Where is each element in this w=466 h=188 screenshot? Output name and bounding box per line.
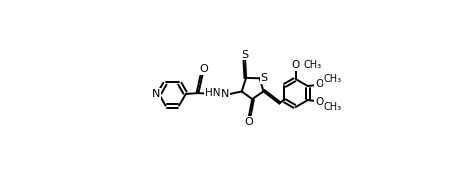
Text: O: O bbox=[292, 60, 300, 70]
Text: N: N bbox=[220, 89, 229, 99]
Text: O: O bbox=[199, 64, 208, 74]
Text: O: O bbox=[315, 97, 323, 107]
Text: O: O bbox=[315, 79, 323, 89]
Text: S: S bbox=[260, 73, 267, 83]
Text: CH₃: CH₃ bbox=[324, 74, 342, 84]
Text: CH₃: CH₃ bbox=[303, 60, 322, 70]
Text: S: S bbox=[242, 50, 249, 60]
Text: O: O bbox=[245, 117, 253, 127]
Text: HN: HN bbox=[205, 88, 220, 98]
Text: N: N bbox=[152, 89, 160, 99]
Text: CH₃: CH₃ bbox=[324, 102, 342, 112]
